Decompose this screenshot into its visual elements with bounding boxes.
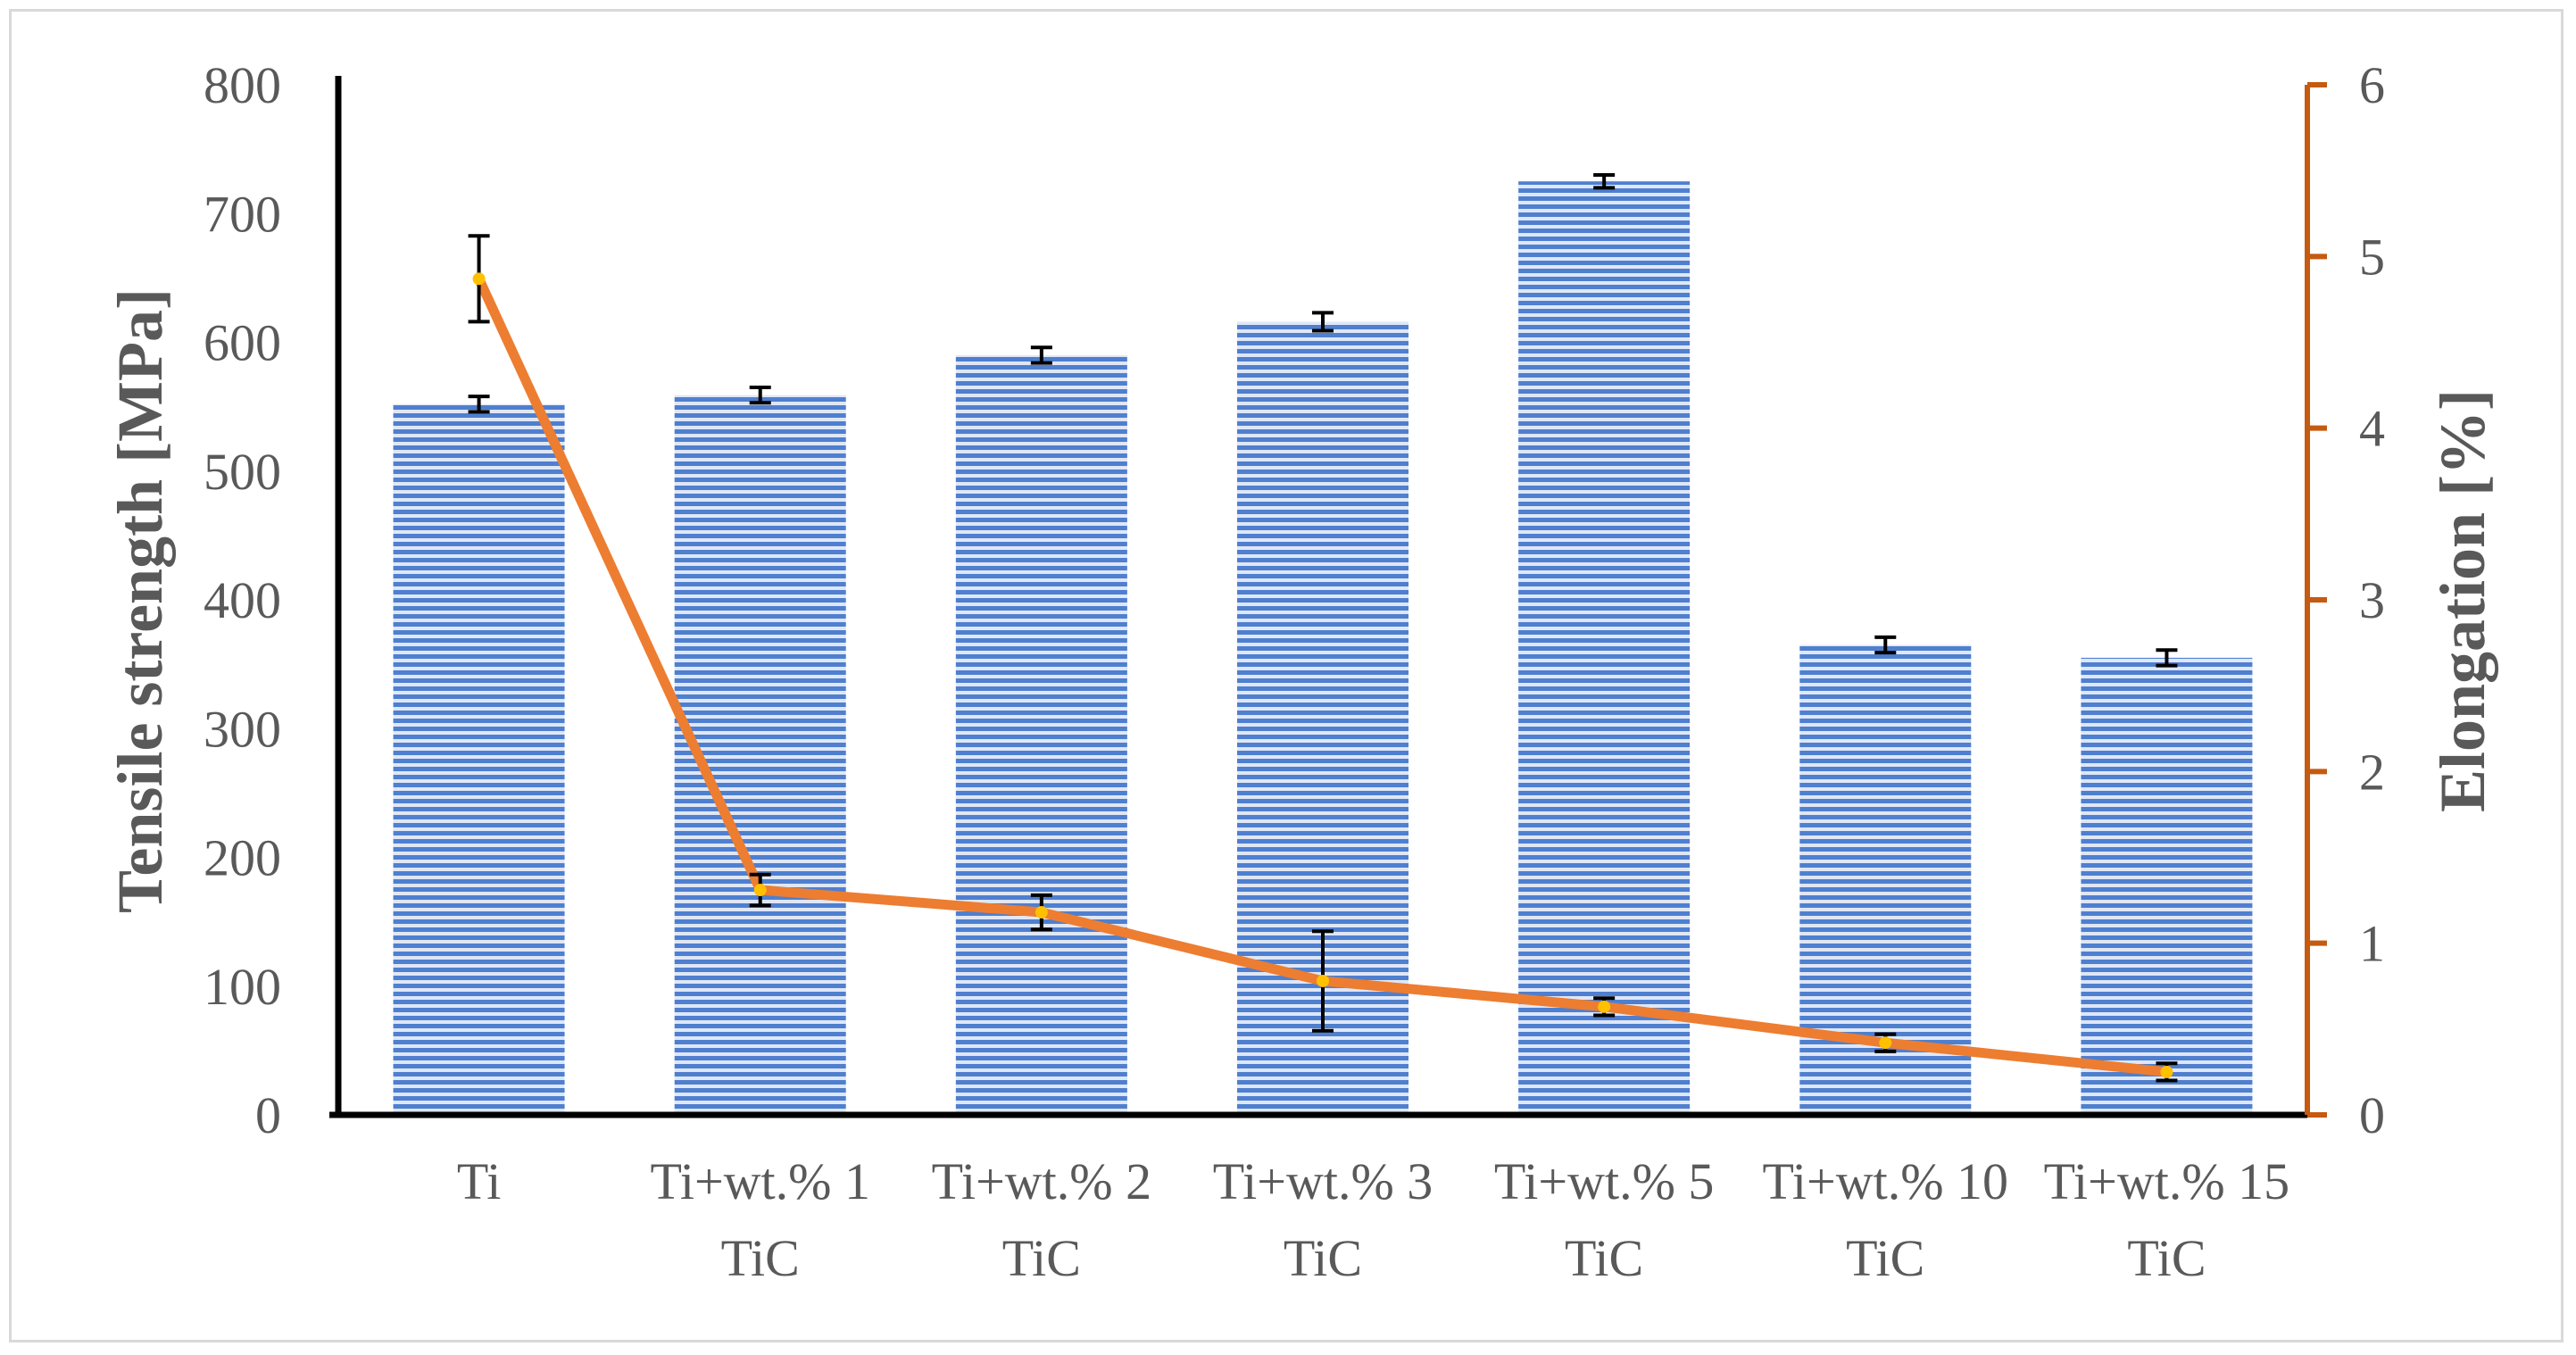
y-axis-title-right: Elongation [%] bbox=[2427, 389, 2498, 812]
y-tick-label-left: 0 bbox=[255, 1086, 281, 1144]
y-tick-label-right: 3 bbox=[2359, 571, 2385, 629]
y-tick-label-right: 1 bbox=[2359, 915, 2385, 973]
bar bbox=[2081, 657, 2253, 1115]
x-category-label: Ti+wt.% 3 TiC bbox=[1213, 1152, 1433, 1287]
y-tick-label-left: 800 bbox=[204, 56, 281, 114]
y-tick-label-left: 100 bbox=[204, 958, 281, 1016]
y-tick-label-right: 5 bbox=[2359, 228, 2385, 286]
elongation-point bbox=[1035, 906, 1048, 919]
x-category-label: Ti+wt.% 5 TiC bbox=[1494, 1152, 1715, 1287]
bar-error-bar bbox=[1030, 345, 1052, 365]
elongation-line-layer bbox=[468, 234, 2178, 1083]
bar-error-bar bbox=[2156, 648, 2178, 668]
bar-error-bar bbox=[468, 395, 490, 414]
y-tick-label-left: 300 bbox=[204, 700, 281, 758]
y-tick-label-left: 400 bbox=[204, 571, 281, 629]
bar bbox=[1518, 181, 1691, 1115]
elongation-point bbox=[1317, 974, 1329, 987]
x-category-label: Ti+wt.% 1 TiC bbox=[650, 1152, 870, 1287]
bar-error-bar bbox=[1312, 311, 1334, 333]
chart-frame: 0 100 200 300 400 500 600 700 800 0 1 2 3 4 5 6 Ti Ti+wt.… bbox=[9, 9, 2564, 1343]
elongation-point bbox=[2160, 1065, 2173, 1078]
y-tick-label-left: 700 bbox=[204, 185, 281, 243]
y-tick-label-right: 0 bbox=[2359, 1086, 2385, 1144]
y-tick-label-right: 2 bbox=[2359, 743, 2385, 801]
x-category-label: Ti+wt.% 15 TiC bbox=[2044, 1152, 2290, 1287]
bar-error-bar bbox=[1874, 635, 1897, 655]
y-tick-label-right: 4 bbox=[2359, 400, 2385, 458]
elongation-point bbox=[753, 884, 767, 897]
y-tick-label-left: 500 bbox=[204, 443, 281, 501]
y-tick-label-left: 200 bbox=[204, 829, 281, 887]
labels-layer: 0 100 200 300 400 500 600 700 800 0 1 2 3 4 5 6 Ti Ti+wt.… bbox=[204, 56, 2385, 1287]
bar bbox=[955, 354, 1127, 1115]
elongation-point bbox=[1879, 1036, 1892, 1050]
bar bbox=[393, 403, 565, 1115]
bars-layer bbox=[393, 181, 2253, 1116]
x-category-label: Ti+wt.% 10 TiC bbox=[1763, 1152, 2009, 1287]
y-axis-title-left: Tensile strength [MPa] bbox=[104, 288, 176, 913]
y-tick-label-left: 600 bbox=[204, 314, 281, 372]
x-category-label: Ti+wt.% 2 TiC bbox=[932, 1152, 1152, 1287]
chart-canvas: 0 100 200 300 400 500 600 700 800 0 1 2 3 4 5 6 Ti Ti+wt.… bbox=[104, 56, 2498, 1287]
x-category-label: Ti bbox=[457, 1152, 502, 1210]
y-tick-label-right: 6 bbox=[2359, 56, 2385, 114]
elongation-point bbox=[472, 272, 486, 286]
elongation-point bbox=[1598, 1000, 1611, 1013]
bar-error-bars bbox=[468, 172, 2178, 668]
bar-error-bar bbox=[749, 385, 771, 405]
bar-error-bar bbox=[1593, 172, 1616, 190]
axes-layer bbox=[329, 76, 2327, 1118]
